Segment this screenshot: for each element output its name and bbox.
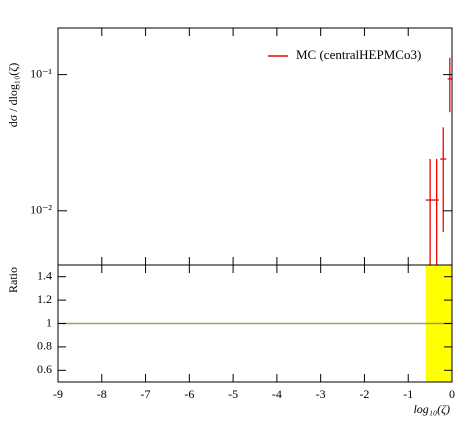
x-tick-label: -8 <box>97 387 107 401</box>
y-tick-label: 0.6 <box>37 362 52 376</box>
x-axis-label: log₁₀(ζ) <box>413 402 450 416</box>
x-tick-label: -7 <box>141 387 151 401</box>
x-tick-label: -6 <box>184 387 194 401</box>
x-tick-label: -2 <box>359 387 369 401</box>
legend-label: MC (centralHEPMCo3) <box>296 47 421 62</box>
y-tick-label: 1.2 <box>37 292 52 306</box>
y-tick-label: 1.4 <box>37 268 52 282</box>
x-tick-label: -1 <box>403 387 413 401</box>
ratio-axis-label: Ratio <box>6 267 20 293</box>
y-tick-label: 0.8 <box>37 339 52 353</box>
main-plot <box>425 57 452 265</box>
x-tick-label: -4 <box>272 387 282 401</box>
y-tick-label: 10⁻² <box>30 203 52 217</box>
ratio-plot <box>58 265 452 382</box>
x-tick-label: -9 <box>53 387 63 401</box>
y-tick-label: 10⁻¹ <box>30 66 52 80</box>
y-tick-label: 1 <box>46 315 52 329</box>
x-tick-label: -3 <box>316 387 326 401</box>
y-axis-label: dσ / dlog₁₀(ζ) <box>6 63 20 127</box>
x-tick-label: -5 <box>228 387 238 401</box>
main-frame <box>57 27 453 266</box>
x-tick-label: 0 <box>449 387 455 401</box>
